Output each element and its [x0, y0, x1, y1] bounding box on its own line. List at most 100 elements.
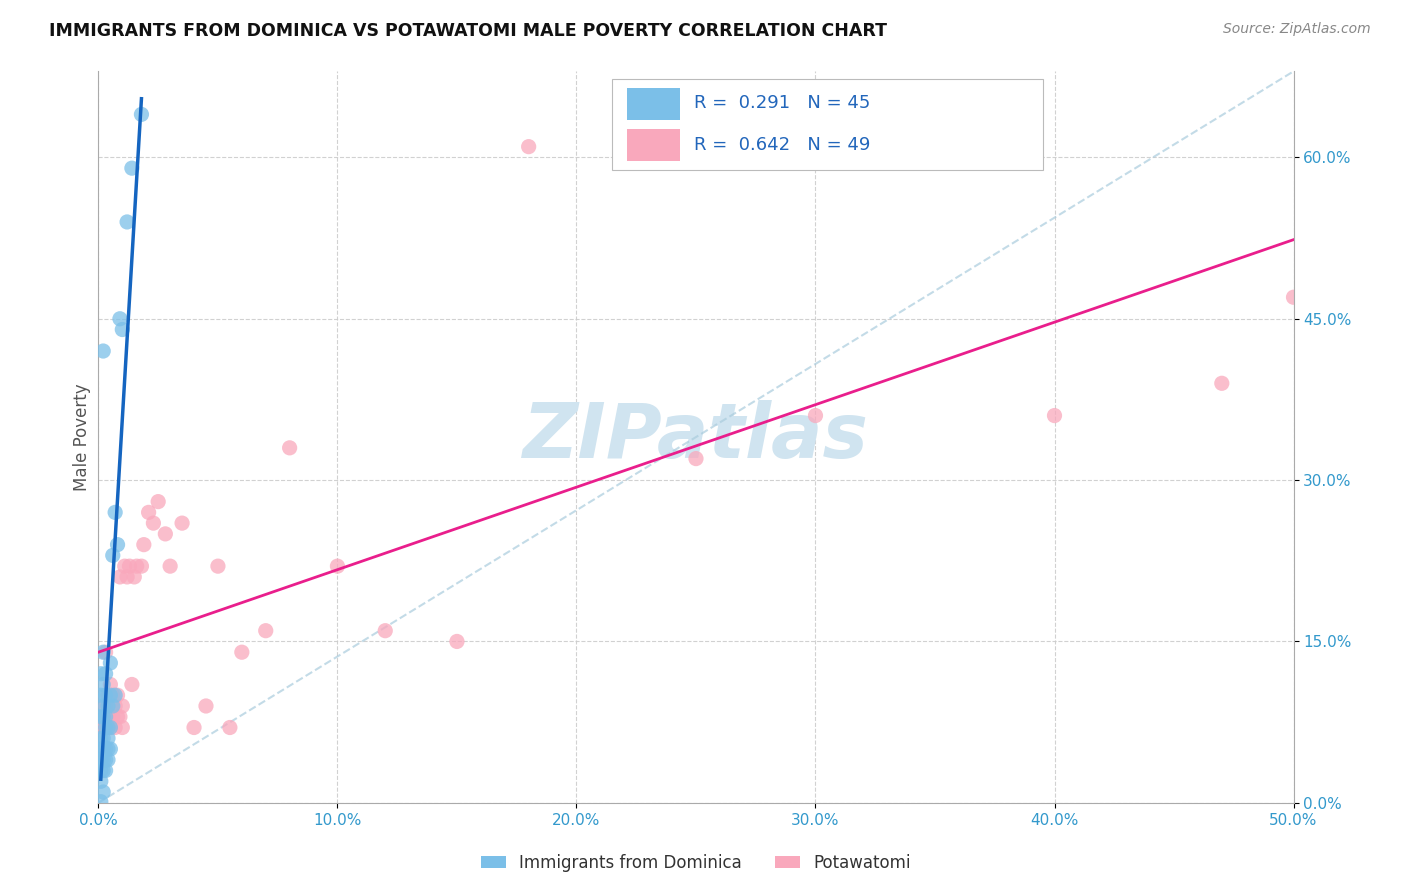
Point: [90, 666, 112, 681]
Point: [131, 559, 153, 574]
Point: [91, 344, 114, 359]
Point: [90, 774, 112, 789]
Point: [90, 710, 112, 724]
Point: [90, 688, 112, 702]
Point: [183, 721, 205, 735]
Point: [107, 538, 129, 552]
Point: [91, 785, 114, 799]
Point: [94, 721, 117, 735]
Point: [94, 710, 117, 724]
Point: [924, 128, 946, 143]
Point: [104, 698, 127, 713]
Point: [1282, 290, 1305, 304]
Legend: Immigrants from Dominica, Potawatomi: Immigrants from Dominica, Potawatomi: [474, 847, 918, 879]
Point: [131, 107, 153, 121]
Point: [97, 731, 120, 746]
Point: [685, 451, 707, 466]
Point: [97, 753, 120, 767]
Point: [118, 559, 141, 574]
Point: [91, 645, 114, 659]
Point: [94, 742, 117, 756]
FancyBboxPatch shape: [627, 87, 681, 120]
Point: [97, 698, 120, 713]
Point: [104, 505, 127, 519]
Point: [155, 527, 177, 541]
Point: [517, 139, 540, 153]
Point: [108, 311, 131, 326]
Point: [94, 721, 117, 735]
Point: [1211, 376, 1233, 391]
Point: [114, 559, 136, 574]
Point: [90, 731, 112, 746]
Point: [98, 688, 122, 702]
Point: [1043, 409, 1066, 423]
Point: [159, 559, 181, 574]
Point: [104, 688, 127, 702]
Point: [111, 322, 134, 336]
Point: [91, 710, 114, 724]
Point: [108, 570, 131, 584]
Point: [97, 742, 120, 756]
Point: [101, 698, 124, 713]
Point: [98, 677, 122, 691]
Point: [115, 570, 138, 584]
Text: R =  0.642   N = 49: R = 0.642 N = 49: [693, 136, 870, 154]
Point: [91, 764, 114, 778]
Point: [91, 731, 114, 746]
Point: [91, 742, 114, 756]
Point: [804, 409, 827, 423]
Point: [97, 710, 120, 724]
Text: IMMIGRANTS FROM DOMINICA VS POTAWATOMI MALE POVERTY CORRELATION CHART: IMMIGRANTS FROM DOMINICA VS POTAWATOMI M…: [49, 22, 887, 40]
Point: [115, 215, 138, 229]
Point: [97, 721, 120, 735]
Point: [91, 753, 114, 767]
FancyBboxPatch shape: [627, 129, 681, 161]
Point: [90, 742, 112, 756]
Point: [111, 721, 134, 735]
Point: [138, 505, 160, 519]
Point: [98, 742, 122, 756]
Point: [91, 698, 114, 713]
Point: [101, 549, 124, 563]
Point: [90, 795, 112, 809]
Point: [278, 441, 301, 455]
Point: [125, 559, 148, 574]
Point: [90, 764, 112, 778]
Point: [91, 677, 114, 691]
Text: Source: ZipAtlas.com: Source: ZipAtlas.com: [1223, 22, 1371, 37]
Text: ZIPatlas: ZIPatlas: [523, 401, 869, 474]
Point: [254, 624, 277, 638]
Point: [98, 721, 122, 735]
Point: [107, 688, 129, 702]
Text: R =  0.291   N = 45: R = 0.291 N = 45: [693, 95, 870, 112]
Point: [98, 721, 122, 735]
Point: [107, 710, 129, 724]
Point: [142, 516, 165, 530]
Point: [94, 645, 117, 659]
Point: [194, 698, 218, 713]
Point: [132, 538, 155, 552]
Point: [104, 721, 127, 735]
Point: [101, 710, 124, 724]
Point: [207, 559, 229, 574]
Point: [108, 710, 131, 724]
Point: [148, 494, 170, 508]
Point: [172, 516, 194, 530]
Point: [97, 688, 120, 702]
Point: [124, 570, 146, 584]
Point: [121, 161, 143, 176]
Point: [94, 666, 117, 681]
Point: [94, 764, 117, 778]
Point: [91, 721, 114, 735]
Point: [94, 753, 117, 767]
Point: [446, 634, 468, 648]
Y-axis label: Male Poverty: Male Poverty: [73, 384, 91, 491]
Point: [98, 656, 122, 670]
Point: [101, 688, 124, 702]
Point: [326, 559, 349, 574]
FancyBboxPatch shape: [613, 78, 1043, 170]
Point: [90, 753, 112, 767]
Point: [94, 698, 117, 713]
Point: [94, 688, 117, 702]
Point: [374, 624, 396, 638]
